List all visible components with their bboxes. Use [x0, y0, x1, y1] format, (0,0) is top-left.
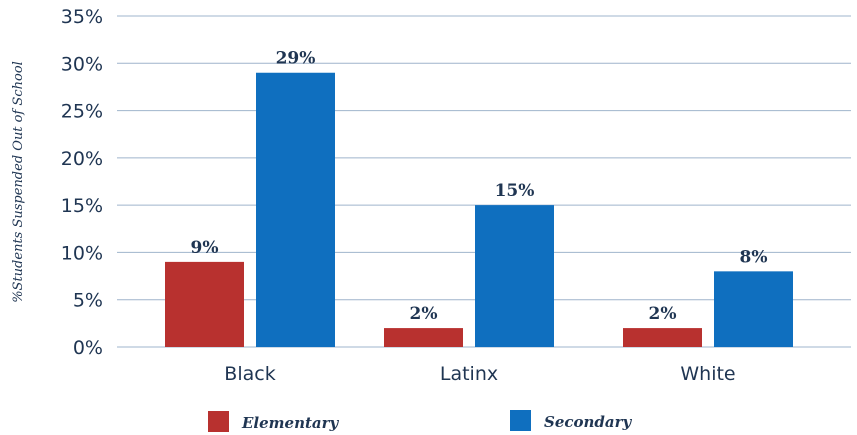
- x-category-label: Black: [224, 363, 275, 385]
- y-tick-label: 25%: [61, 101, 103, 123]
- y-tick-label: 10%: [61, 242, 103, 264]
- bar-secondary-black: [256, 72, 335, 347]
- y-tick-label: 0%: [73, 337, 103, 359]
- data-label: 2%: [649, 304, 677, 324]
- bar-elementary-black: [165, 261, 244, 347]
- bars: [165, 72, 793, 347]
- data-label: 2%: [410, 304, 438, 324]
- bar-elementary-white: [623, 328, 702, 347]
- y-tick-label: 30%: [61, 53, 103, 75]
- bar-secondary-white: [714, 271, 793, 347]
- legend-swatch-secondary: [510, 410, 531, 431]
- bar-elementary-latinx: [384, 328, 463, 347]
- y-axis-ticks: 0% 5% 10% 15% 20% 25% 30% 35%: [61, 6, 103, 359]
- x-category-label: Latinx: [440, 363, 498, 385]
- x-category-label: White: [680, 363, 735, 385]
- data-label: 29%: [276, 49, 316, 69]
- x-axis-categories: Black Latinx White: [224, 363, 735, 385]
- legend: Elementary Secondary: [208, 410, 633, 432]
- legend-label-elementary: Elementary: [241, 414, 340, 432]
- bar-secondary-latinx: [475, 205, 554, 347]
- data-labels: 9% 29% 2% 15% 2% 8%: [191, 49, 768, 324]
- y-tick-label: 20%: [61, 148, 103, 170]
- data-label: 8%: [740, 247, 768, 267]
- y-tick-label: 5%: [73, 290, 103, 312]
- legend-label-secondary: Secondary: [544, 413, 633, 431]
- y-tick-label: 15%: [61, 195, 103, 217]
- data-label: 15%: [495, 181, 535, 201]
- y-axis-label: %Students Suspended Out of School: [11, 61, 26, 303]
- legend-swatch-elementary: [208, 411, 229, 432]
- y-tick-label: 35%: [61, 6, 103, 28]
- data-label: 9%: [191, 238, 219, 258]
